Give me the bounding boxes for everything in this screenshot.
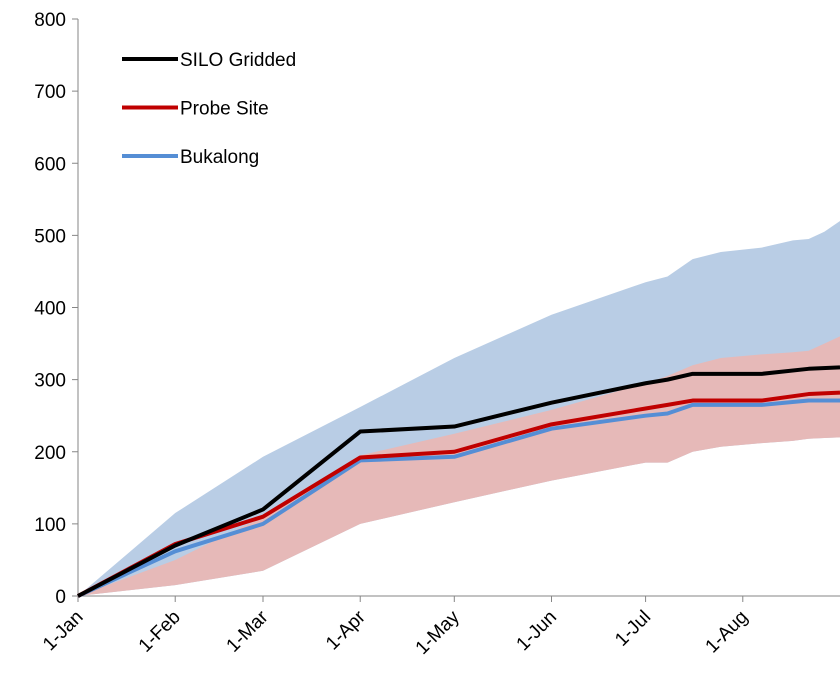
y-tick-label: 0 <box>55 587 66 608</box>
y-tick-label: 800 <box>34 10 66 31</box>
x-tick-label: 1-May <box>412 606 465 659</box>
legend-label: Probe Site <box>180 99 269 120</box>
x-tick-label: 1-Mar <box>223 606 273 656</box>
y-tick-label: 300 <box>34 371 66 392</box>
line <box>77 365 840 598</box>
line <box>77 398 840 598</box>
x-tick-label: 1-Apr <box>322 606 370 654</box>
y-tick-label: 100 <box>34 515 66 536</box>
y-tick-label: 500 <box>34 226 66 247</box>
y-tick-label: 200 <box>34 443 66 464</box>
x-tick-label: 1-Feb <box>135 607 185 657</box>
x-tick-label: 1-Jun <box>513 607 561 655</box>
line <box>77 390 840 598</box>
y-tick-label: 600 <box>34 154 66 175</box>
legend-label: SILO Gridded <box>180 50 296 71</box>
y-tick-label: 400 <box>34 299 66 320</box>
x-tick-label: 1-Jul <box>611 607 655 651</box>
x-tick-label: 1-Aug <box>702 607 753 658</box>
band <box>78 220 840 596</box>
x-tick-label: 1-Jan <box>39 607 87 655</box>
legend-label: Bukalong <box>180 147 259 168</box>
y-tick-label: 700 <box>34 82 66 103</box>
band <box>78 336 840 596</box>
